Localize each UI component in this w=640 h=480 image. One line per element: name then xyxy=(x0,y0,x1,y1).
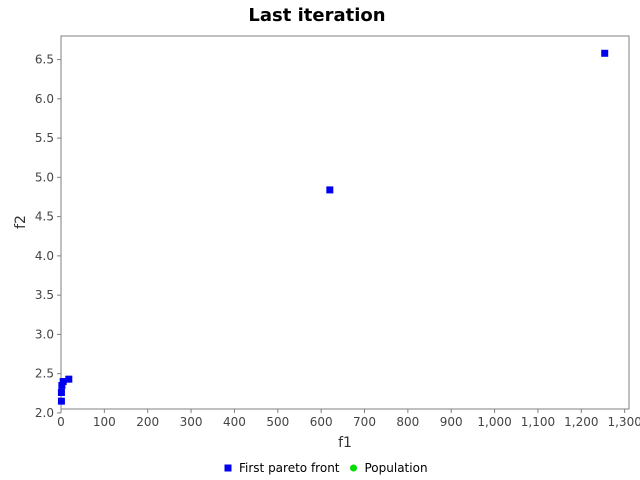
y-tick-label: 5.5 xyxy=(35,131,54,145)
x-tick-label: 900 xyxy=(440,415,463,429)
legend-label: Population xyxy=(365,461,428,475)
data-points xyxy=(57,49,609,405)
y-axis: 2.0 2.5 3.0 3.5 4.0 4.5 5.0 5.5 6.0 6.5 xyxy=(35,53,61,420)
data-point xyxy=(58,381,66,389)
y-tick-label: 3.0 xyxy=(35,327,54,341)
x-tick-label: 1,300 xyxy=(607,415,640,429)
plot-area xyxy=(61,36,629,409)
x-tick-label: 300 xyxy=(180,415,203,429)
x-tick-label: 500 xyxy=(266,415,289,429)
x-tick-label: 600 xyxy=(310,415,333,429)
data-point xyxy=(57,389,65,397)
legend-marker-square xyxy=(224,464,232,472)
plot-border xyxy=(60,35,630,410)
y-tick-label: 5.0 xyxy=(35,170,54,184)
x-tick-label: 1,200 xyxy=(564,415,598,429)
x-tick-label: 100 xyxy=(93,415,116,429)
y-tick-label: 2.0 xyxy=(35,406,54,420)
x-axis: 0 100 200 300 400 500 600 700 800 900 1,000 1,100 1,… xyxy=(57,409,640,429)
x-tick-label: 1,100 xyxy=(521,415,555,429)
x-tick-label: 200 xyxy=(136,415,159,429)
y-tick-label: 4.5 xyxy=(35,210,54,224)
y-tick-label: 6.5 xyxy=(35,53,54,67)
data-point xyxy=(65,375,73,383)
x-tick-label: 1,000 xyxy=(477,415,511,429)
x-tick-label: 0 xyxy=(57,415,65,429)
legend: First pareto front Population xyxy=(224,461,428,475)
x-tick-label: 700 xyxy=(353,415,376,429)
x-tick-label: 400 xyxy=(223,415,246,429)
y-tick-label: 4.0 xyxy=(35,249,54,263)
data-point xyxy=(57,397,65,405)
data-point xyxy=(601,49,609,57)
x-tick-label: 800 xyxy=(396,415,419,429)
y-tick-label: 2.5 xyxy=(35,367,54,381)
y-tick-label: 6.0 xyxy=(35,92,54,106)
legend-marker-circle xyxy=(350,464,357,472)
data-point xyxy=(59,378,67,386)
data-point xyxy=(326,186,334,194)
x-axis-label: f1 xyxy=(338,435,352,451)
chart-title: Last iteration xyxy=(248,5,385,26)
legend-label: First pareto front xyxy=(239,461,340,475)
y-tick-label: 3.5 xyxy=(35,288,54,302)
y-axis-label: f2 xyxy=(13,215,29,229)
